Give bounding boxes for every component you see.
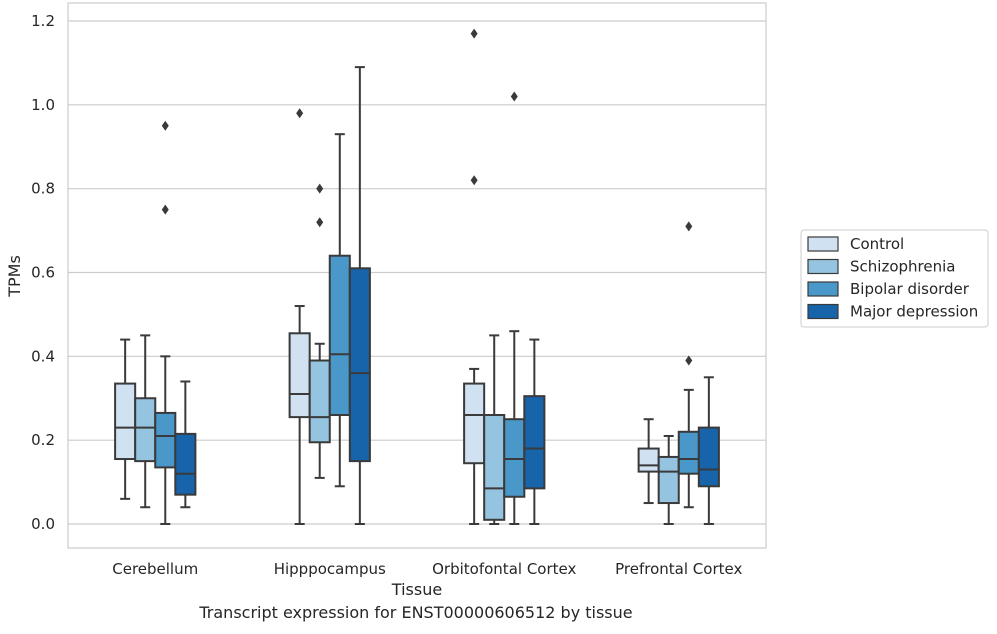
y-axis: 0.0 0.2 0.4 0.6 0.8 1.0 1.2 [31, 12, 55, 533]
box [174, 432, 197, 496]
legend-swatch [807, 281, 839, 297]
series-bipolar-disorder [154, 91, 700, 525]
x-tick-label: Prefrontal Cortex [615, 560, 742, 578]
y-axis-label: TPMs [5, 255, 24, 298]
legend-swatch [807, 258, 839, 275]
x-tick-label: Cerebellum [112, 560, 198, 578]
x-tick-label: Orbitofontal Cortex [432, 560, 576, 578]
outlier-point [685, 355, 693, 366]
y-tick-label: 0.6 [31, 264, 55, 282]
outlier-point [470, 175, 478, 186]
legend-label: Schizophrenia [850, 258, 955, 276]
box [483, 414, 506, 521]
y-tick-label: 0.2 [31, 431, 55, 449]
box-series [114, 28, 720, 525]
outlier-point [161, 204, 169, 215]
outlier-point [316, 217, 324, 228]
box [697, 426, 720, 488]
outlier-point [161, 120, 169, 131]
outlier-point [296, 108, 304, 119]
y-tick-label: 0.4 [31, 347, 55, 365]
series-major-depression [174, 66, 720, 525]
legend-frame [800, 229, 989, 328]
box [637, 447, 660, 473]
series-control [114, 28, 660, 525]
box [328, 254, 351, 417]
box [677, 430, 700, 475]
x-tick-label: Hipppocampus [274, 560, 386, 578]
y-tick-label: 0.0 [31, 515, 55, 533]
y-tick-label: 1.0 [31, 96, 55, 114]
x-axis-label: Tissue [391, 580, 442, 599]
box [657, 455, 680, 505]
outlier-point [510, 91, 518, 102]
x-axis: Cerebellum Hipppocampus Orbitofontal Corte… [112, 560, 742, 578]
box [114, 382, 137, 461]
outlier-point [316, 183, 324, 194]
legend: Control Schizophrenia Bipolar disorder Majo… [800, 229, 989, 328]
series-schizophrenia [134, 183, 680, 525]
plot-area-frame [67, 2, 767, 549]
box [308, 359, 331, 444]
box [463, 382, 486, 465]
box [523, 395, 546, 490]
outlier-point [685, 221, 693, 232]
y-tick-label: 1.2 [31, 12, 55, 30]
legend-label: Control [850, 235, 904, 253]
y-tick-label: 0.8 [31, 180, 55, 198]
box [503, 418, 526, 498]
box [348, 267, 371, 463]
box [134, 397, 157, 463]
legend-swatch [807, 303, 839, 320]
legend-label: Bipolar disorder [850, 280, 970, 298]
box [154, 411, 177, 469]
legend-label: Major depression [850, 303, 978, 321]
legend-swatch [807, 236, 839, 252]
chart-caption: Transcript expression for ENST0000060651… [199, 603, 633, 622]
box [288, 332, 311, 419]
outlier-point [470, 28, 478, 39]
